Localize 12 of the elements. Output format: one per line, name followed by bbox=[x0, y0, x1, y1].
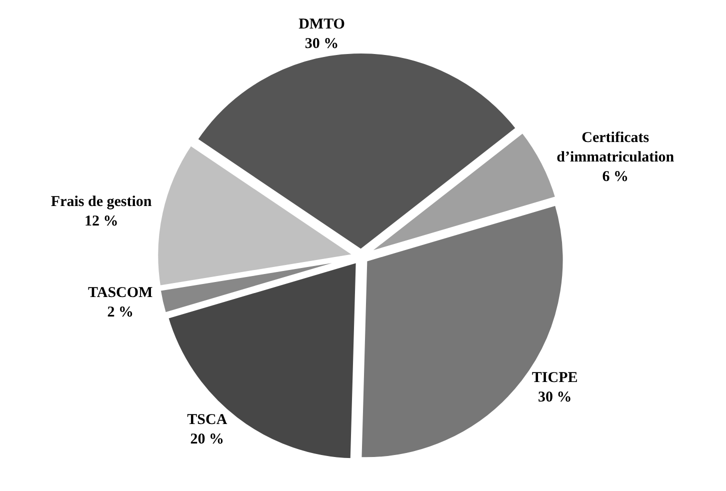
slice-label: Certificats d’immatriculation bbox=[556, 130, 675, 166]
data-label: 20 % bbox=[190, 431, 224, 448]
data-label: 12 % bbox=[84, 214, 118, 230]
data-label: 30 % bbox=[538, 390, 572, 406]
slice-label: TSCA bbox=[187, 412, 228, 428]
slice-label: TASCOM bbox=[88, 284, 153, 301]
slice-label: TICPE bbox=[532, 370, 578, 386]
data-label: 2 % bbox=[107, 304, 134, 320]
slice-label: Frais de gestion bbox=[50, 194, 152, 210]
data-label: 30 % bbox=[304, 36, 339, 52]
data-label: 6 % bbox=[602, 168, 629, 185]
slice-label: DMTO bbox=[298, 16, 345, 33]
